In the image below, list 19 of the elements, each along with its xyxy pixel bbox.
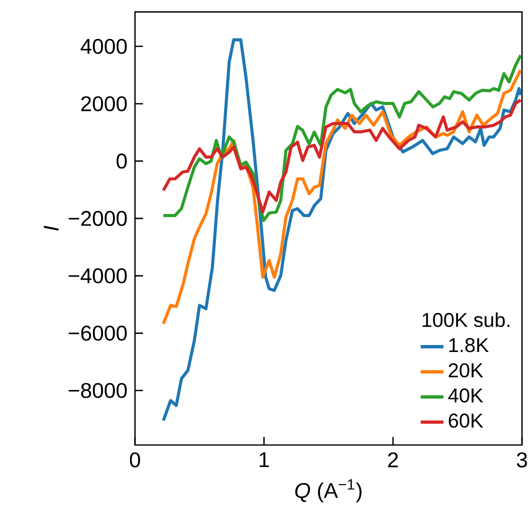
x-tick-label: 1 — [260, 452, 269, 468]
y-tick-label: −8000 — [68, 382, 127, 398]
legend-label: 1.8K — [449, 338, 489, 352]
y-tick-label: −4000 — [68, 268, 127, 284]
legend-label: 40K — [448, 388, 484, 403]
legend-label: 60K — [448, 414, 484, 428]
x-tick-label: 2 — [388, 452, 398, 468]
y-tick-label: 4000 — [80, 38, 127, 54]
x-axis-title: Q (A$^{−1}$) — [295, 479, 362, 502]
x-tick-label: 3 — [516, 452, 527, 468]
line-series — [162, 54, 522, 222]
y-tick-label: −6000 — [68, 326, 127, 341]
legend-label: 20K — [448, 363, 484, 378]
x-tick-label: 0 — [130, 452, 140, 468]
legend-title: 100K sub. — [422, 312, 510, 328]
y-tick-label: 2000 — [81, 96, 127, 112]
y-tick-label: −2000 — [68, 210, 127, 226]
y-tick-label: 0 — [116, 154, 127, 169]
y-axis-title: I — [44, 226, 59, 231]
